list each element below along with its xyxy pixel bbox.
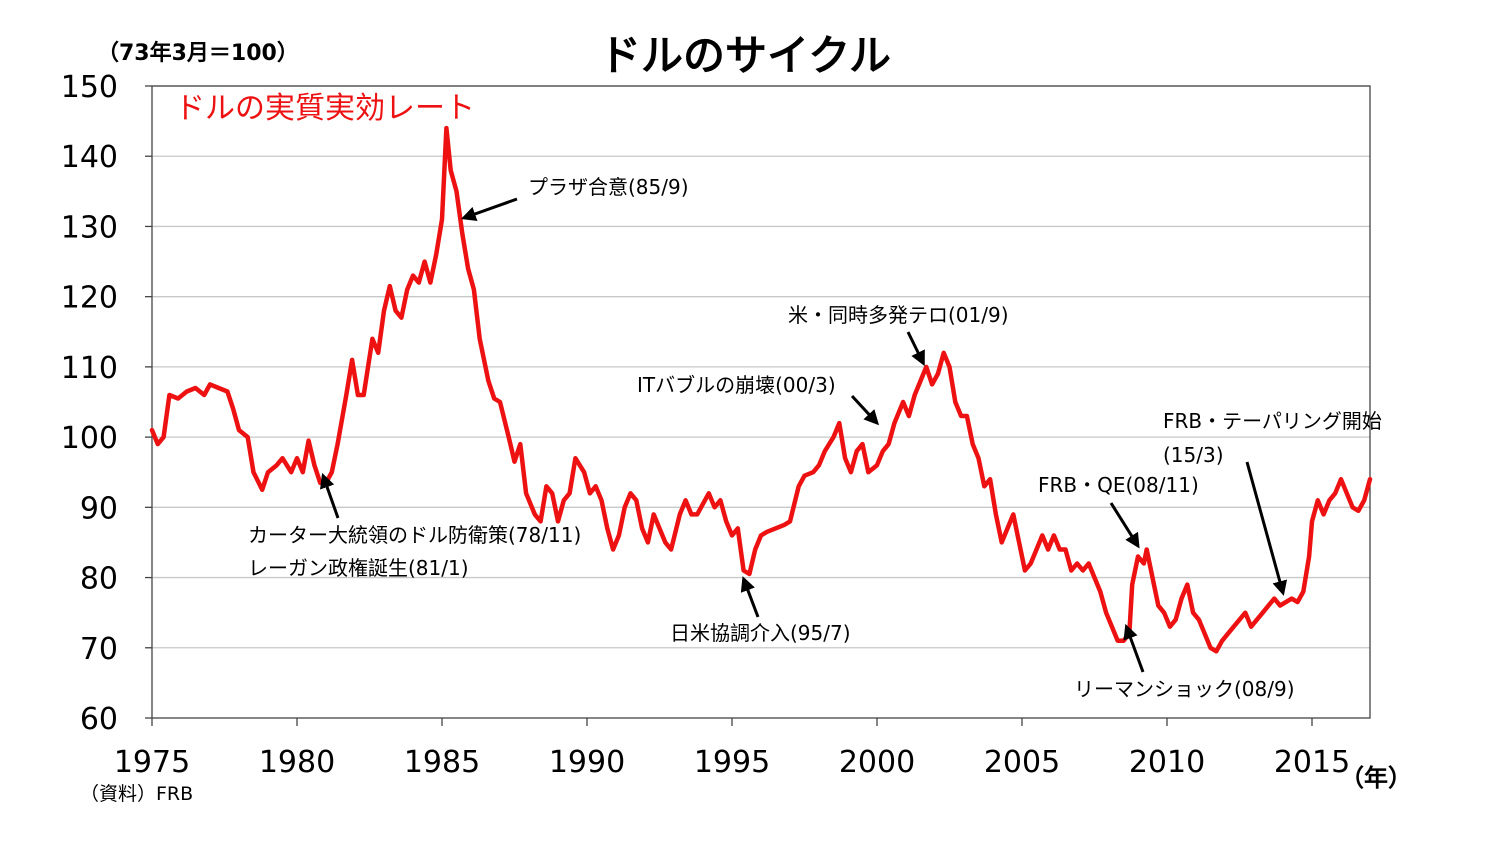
annotation-label-8: FRB・テーパリング開始: [1163, 409, 1382, 433]
source-note: （資料）FRB: [80, 783, 193, 805]
x-tick-label-1980: 1980: [259, 745, 335, 780]
y-tick-labels: 60 70 80 90 100 110 120 130 140 150: [61, 70, 118, 737]
y-tick-label-80: 80: [80, 562, 118, 597]
annotation-arrow-1: [320, 472, 340, 519]
y-tick-label-130: 130: [61, 210, 118, 245]
annotation-label-6: FRB・QE(08/11): [1038, 473, 1199, 497]
annotation-arrow-5: [906, 331, 925, 367]
y-tick-label-110: 110: [61, 351, 118, 386]
annotation-label-5: 米・同時多発テロ(01/9): [788, 303, 1009, 327]
annotation-arrow-3: [740, 576, 760, 618]
x-tick-label-1975: 1975: [114, 745, 190, 780]
y-tick-label-150: 150: [61, 70, 118, 105]
x-tick-label-2005: 2005: [984, 745, 1060, 780]
annotation-arrow-0: [460, 197, 518, 222]
y-tick-label-70: 70: [80, 632, 118, 667]
annotations: プラザ合意(85/9) カーター大統領のドル防衛策(78/11) レーガン政権誕生(…: [248, 175, 1382, 701]
x-tick-labels: 1975 1980 1985 1990 1995 2000 2005 2010 2015: [114, 745, 1350, 780]
x-tick-label-2000: 2000: [839, 745, 915, 780]
series-line-0: [149, 125, 1373, 654]
annotation-label-1: カーター大統領のドル防衛策(78/11): [248, 523, 581, 547]
y-tick-label-140: 140: [61, 140, 118, 175]
series-layer: [149, 125, 1373, 654]
annotation-label-7: リーマンショック(08/9): [1074, 677, 1295, 701]
annotation-label-2: レーガン政権誕生(81/1): [248, 556, 469, 580]
annotation-arrow-9: [1245, 461, 1288, 596]
base-note: （73年3月＝100）: [97, 40, 299, 66]
x-tick-label-2015: 2015: [1274, 745, 1350, 780]
chart-title: ドルのサイクル: [599, 31, 891, 80]
plot-frame: [151, 85, 1371, 719]
x-tick-label-2010: 2010: [1129, 745, 1205, 780]
x-tick-label-1995: 1995: [694, 745, 770, 780]
annotation-label-4: ITバブルの崩壊(00/3): [637, 373, 836, 397]
annotation-arrow-4: [850, 394, 880, 426]
y-tick-label-100: 100: [61, 421, 118, 456]
annotation-arrow-6: [1109, 502, 1140, 549]
y-tick-label-60: 60: [80, 702, 118, 737]
annotation-label-9: (15/3): [1163, 443, 1224, 467]
series-label: ドルの実質実効レート: [175, 91, 475, 126]
axes: [145, 85, 1371, 726]
y-tick-label-90: 90: [80, 491, 118, 526]
annotation-label-0: プラザ合意(85/9): [528, 175, 689, 199]
x-tick-label-1985: 1985: [404, 745, 480, 780]
x-unit-label: （年）: [1340, 764, 1412, 792]
y-tick-label-120: 120: [61, 281, 118, 316]
annotation-arrow-7: [1123, 623, 1145, 673]
annotation-label-3: 日米協調介入(95/7): [670, 621, 851, 645]
x-tick-label-1990: 1990: [549, 745, 625, 780]
